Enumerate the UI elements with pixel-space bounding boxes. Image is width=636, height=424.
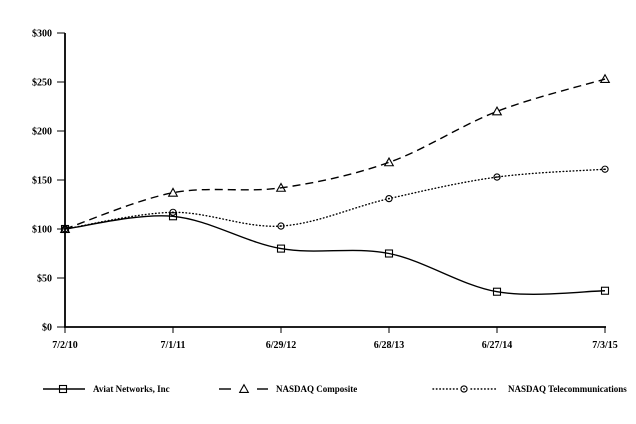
x-axis-tick-label: 7/1/11 xyxy=(160,340,185,351)
series-line-dashed xyxy=(64,78,606,230)
legend-marker-circle xyxy=(460,385,468,393)
y-axis-tick-label: $0 xyxy=(42,323,52,334)
y-axis-tick-label: $200 xyxy=(32,127,52,138)
legend-marker-triangle xyxy=(238,383,250,393)
data-point-marker-circle xyxy=(601,165,609,173)
data-point-marker-triangle xyxy=(599,73,611,84)
data-point-marker-circle-center-dot xyxy=(172,211,174,214)
x-axis-tick-label: 7/3/15 xyxy=(592,340,618,351)
data-point-marker-square xyxy=(384,249,394,258)
data-point-marker-circle xyxy=(277,222,285,230)
x-axis-tick-label: 6/28/13 xyxy=(374,340,405,351)
legend-marker-circle-center-dot xyxy=(463,388,465,390)
y-axis-tick-label: $250 xyxy=(32,78,52,89)
y-axis-tick-label: $50 xyxy=(37,274,52,285)
legend-label-aviat-networks: Aviat Networks, Inc xyxy=(93,384,170,394)
x-axis-tick-label: 6/29/12 xyxy=(266,340,297,351)
data-point-marker-circle-center-dot xyxy=(388,197,390,200)
data-point-marker-circle-center-dot xyxy=(496,176,498,178)
data-point-marker-circle-center-dot xyxy=(64,228,66,230)
legend-label-nasdaq-composite: NASDAQ Composite xyxy=(276,384,358,394)
data-point-marker-triangle xyxy=(383,156,395,167)
data-point-marker-triangle xyxy=(167,187,179,197)
data-point-marker-circle xyxy=(169,208,177,216)
data-point-marker-circle xyxy=(493,173,501,181)
y-axis-tick-label: $100 xyxy=(32,225,52,236)
data-point-marker-circle xyxy=(385,194,393,203)
data-point-marker-circle-center-dot xyxy=(280,225,282,227)
series-line-dotted xyxy=(64,168,606,230)
series-line-solid xyxy=(64,215,606,295)
x-axis-tick-label: 6/27/14 xyxy=(482,340,513,351)
data-point-marker-triangle xyxy=(491,105,503,116)
y-axis-tick-label: $150 xyxy=(32,176,52,187)
data-point-marker-square xyxy=(276,244,286,253)
data-point-marker-circle-center-dot xyxy=(604,168,606,171)
data-point-marker-square xyxy=(492,287,502,296)
legend-marker-square xyxy=(58,384,68,394)
data-point-marker-square xyxy=(600,286,610,295)
data-point-marker-circle xyxy=(61,225,69,233)
data-point-marker-triangle xyxy=(275,182,287,192)
x-axis-tick-label: 7/2/10 xyxy=(52,340,78,351)
legend-label-nasdaq-telecommunications: NASDAQ Telecommunications xyxy=(508,384,627,394)
y-axis-tick-label: $300 xyxy=(32,29,52,40)
